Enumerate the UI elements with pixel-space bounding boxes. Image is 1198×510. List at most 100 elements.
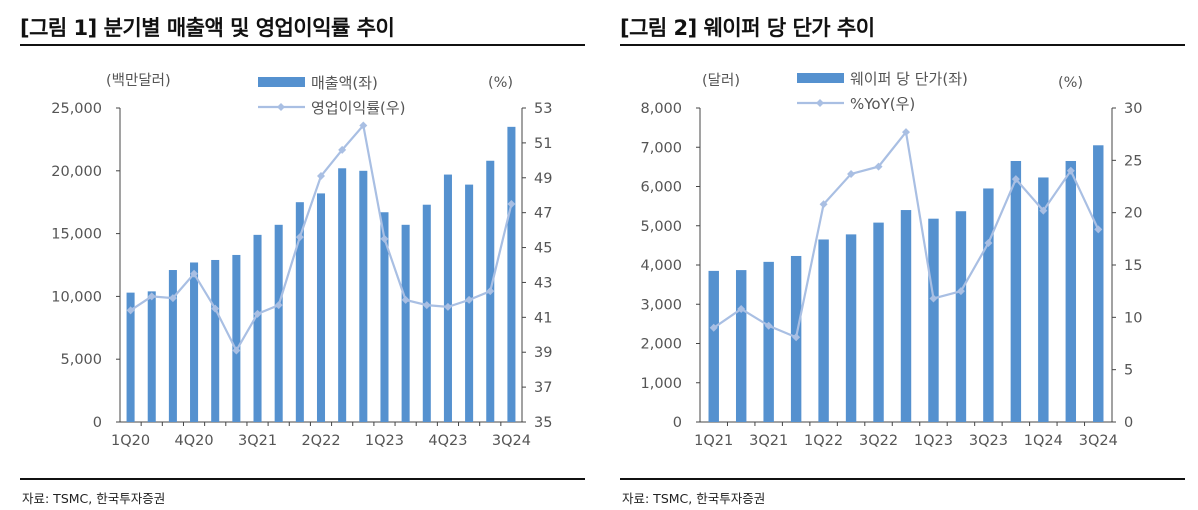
left-tick-label: 4,000 — [640, 258, 682, 274]
right-unit-label: (%) — [488, 75, 513, 91]
left-tick-label: 6,000 — [640, 180, 682, 196]
x-tick-label: 2Q22 — [301, 433, 340, 449]
x-tick-label: 3Q22 — [859, 433, 898, 449]
line-point-1Q22 — [819, 200, 828, 209]
line-point-1Q21 — [709, 323, 718, 332]
legend-line-label: %YoY(우) — [850, 95, 915, 113]
right-tick-label: 37 — [534, 380, 552, 396]
line-point-3Q22 — [874, 162, 883, 171]
x-tick-label: 1Q21 — [694, 433, 733, 449]
right-unit-label: (%) — [1058, 75, 1083, 91]
bar-2Q23 — [401, 224, 410, 422]
line-point-1Q24 — [465, 295, 474, 304]
bar-3Q21 — [763, 261, 774, 422]
line-point-1Q22 — [295, 233, 304, 242]
line-point-2Q23 — [401, 295, 410, 304]
left-unit-label: (달러) — [702, 72, 740, 89]
bar-4Q23 — [443, 174, 452, 422]
bar-3Q24 — [507, 126, 516, 422]
right-tick-label: 39 — [534, 345, 552, 361]
right-title-rule — [620, 44, 1185, 46]
bar-1Q22 — [295, 202, 304, 422]
line-point-3Q24 — [507, 199, 516, 208]
left-tick-label: 7,000 — [640, 140, 682, 156]
right-tick-label: 49 — [534, 171, 552, 187]
bar-1Q24 — [1038, 177, 1049, 422]
legend-bar-label: 매출액(좌) — [311, 74, 378, 92]
left-tick-label: 15,000 — [51, 227, 102, 243]
right-source: 자료: TSMC, 한국투자증권 — [622, 491, 766, 506]
left-tick-label: 5,000 — [60, 352, 102, 368]
bar-2Q22 — [845, 234, 857, 422]
right-tick-label: 41 — [534, 310, 552, 326]
line-point-2Q24 — [486, 287, 495, 296]
bar-4Q21 — [274, 224, 283, 422]
bar-1Q23 — [380, 212, 389, 422]
left-tick-label: 5,000 — [640, 219, 682, 235]
right-tick-label: 5 — [1124, 363, 1133, 379]
line-point-4Q23 — [1011, 175, 1020, 184]
line-point-2Q22 — [317, 172, 325, 181]
left-unit-label: (백만달러) — [106, 72, 171, 89]
bar-3Q24 — [1093, 145, 1104, 422]
line-point-2Q22 — [847, 169, 856, 178]
line-point-1Q23 — [380, 234, 389, 243]
bar-3Q21 — [253, 234, 262, 422]
line-point-4Q21 — [274, 301, 283, 310]
legend-bar-swatch — [797, 73, 844, 83]
right-tick-label: 30 — [1124, 101, 1142, 117]
x-tick-label: 3Q23 — [969, 433, 1008, 449]
left-tick-label: 0 — [673, 415, 682, 431]
right-tick-label: 20 — [1124, 206, 1142, 222]
legend-bar-swatch — [258, 77, 305, 87]
x-tick-label: 1Q23 — [914, 433, 953, 449]
x-tick-label: 1Q24 — [1024, 433, 1063, 449]
left-tick-label: 10,000 — [51, 289, 102, 305]
line-point-4Q20 — [190, 269, 199, 278]
x-tick-label: 3Q21 — [749, 433, 788, 449]
bar-3Q22 — [873, 222, 884, 422]
left-source: 자료: TSMC, 한국투자증권 — [22, 491, 166, 506]
left-chart-title: [그림 1] 분기별 매출액 및 영업이익률 추이 — [20, 16, 395, 40]
right-tick-label: 45 — [534, 241, 552, 257]
right-tick-label: 25 — [1124, 153, 1142, 169]
bar-1Q22 — [818, 239, 829, 422]
legend-line-label: 영업이익률(우) — [311, 99, 406, 117]
legend-line-marker — [277, 103, 285, 111]
line-point-3Q23 — [984, 239, 993, 248]
left-tick-label: 2,000 — [640, 337, 682, 353]
bar-1Q23 — [928, 218, 939, 422]
bar-3Q23 — [983, 188, 994, 422]
bar-4Q22 — [900, 210, 912, 422]
x-tick-label: 1Q20 — [111, 433, 150, 449]
line-point-2Q21 — [737, 304, 746, 313]
bar-4Q22 — [359, 170, 368, 422]
line-point-1Q23 — [929, 294, 938, 303]
line-point-3Q21 — [253, 309, 262, 318]
x-tick-label: 3Q24 — [492, 433, 531, 449]
bar-2Q20 — [147, 291, 156, 422]
line-point-2Q23 — [956, 287, 965, 296]
left-tick-label: 25,000 — [51, 101, 102, 117]
bar-4Q23 — [1010, 160, 1022, 423]
right-chart-title: [그림 2] 웨이퍼 당 단가 추이 — [620, 16, 875, 40]
right-tick-label: 0 — [1124, 415, 1133, 431]
x-tick-label: 1Q22 — [804, 433, 843, 449]
line-point-4Q22 — [359, 121, 368, 130]
left-tick-label: 0 — [93, 415, 102, 431]
line-point-4Q21 — [792, 333, 801, 342]
chart-revenue-margin: 0 5,000 10,000 15,000 20,000 25,000 35 37 39 41 43… — [51, 72, 552, 449]
bar-2Q24 — [1065, 160, 1077, 423]
right-bottom-rule — [620, 478, 1185, 480]
bar-3Q22 — [338, 168, 347, 422]
right-tick-label: 35 — [534, 415, 552, 431]
bar-1Q21 — [708, 270, 719, 422]
bar-2Q21 — [735, 270, 747, 422]
line-point-3Q24 — [1094, 225, 1103, 234]
x-tick-label: 1Q23 — [365, 433, 404, 449]
line-point-2Q21 — [232, 346, 241, 355]
bar-3Q23 — [422, 204, 431, 422]
left-tick-label: 1,000 — [640, 376, 682, 392]
left-bottom-rule — [20, 478, 585, 480]
bar-2Q22 — [316, 193, 326, 422]
